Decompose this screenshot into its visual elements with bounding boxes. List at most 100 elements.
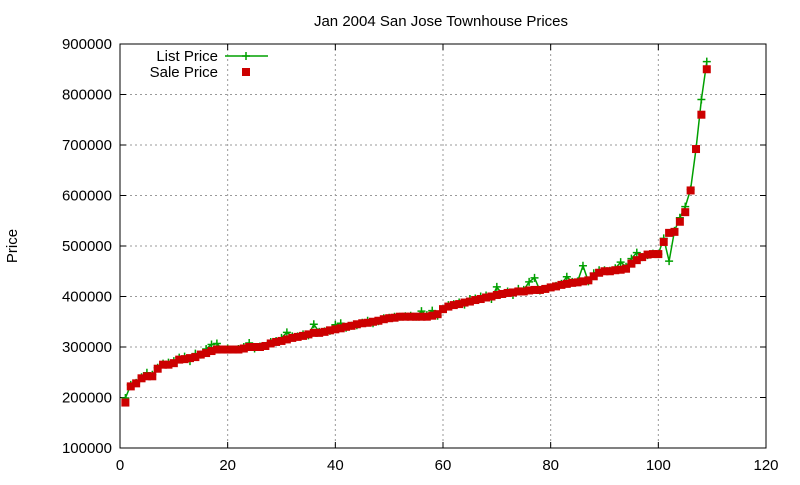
sale-price-point <box>584 276 593 285</box>
x-tick-label: 40 <box>327 457 344 474</box>
sale-price-point <box>530 285 539 294</box>
y-tick-label: 200000 <box>62 390 112 407</box>
sale-price-point <box>395 312 404 321</box>
sale-price-point <box>363 318 372 327</box>
sale-price-point <box>132 379 141 388</box>
legend-label-sale-price: Sale Price <box>150 64 218 81</box>
sale-price-point <box>374 316 383 325</box>
sale-price-point <box>535 285 544 294</box>
sale-price-point <box>692 145 701 154</box>
sale-price-point <box>643 250 652 259</box>
sale-price-point <box>336 324 345 333</box>
x-tick-label: 20 <box>219 457 236 474</box>
sale-price-point <box>121 398 130 407</box>
list-price-point <box>632 248 641 257</box>
sale-price-point <box>196 350 205 359</box>
x-tick-label: 0 <box>116 457 124 474</box>
list-price-point <box>492 282 501 291</box>
sale-price-point <box>541 284 550 293</box>
sale-price-point <box>266 339 275 348</box>
sale-price-point <box>385 314 394 323</box>
sale-price-point <box>223 345 232 354</box>
sale-price-point <box>546 283 555 292</box>
sale-price-point <box>595 268 604 277</box>
sale-price-point <box>309 328 318 337</box>
sale-price-point <box>417 312 426 321</box>
x-tick-label: 60 <box>435 457 452 474</box>
y-tick-label: 800000 <box>62 87 112 104</box>
sale-price-point <box>508 288 517 297</box>
sale-price-point <box>702 65 711 74</box>
sale-price-point <box>562 279 571 288</box>
list-price-point <box>616 258 625 267</box>
y-tick-label: 500000 <box>62 238 112 255</box>
sale-price-point <box>185 354 194 363</box>
sale-price-point <box>250 343 259 351</box>
sale-price-point <box>476 295 485 304</box>
sale-price-point <box>331 325 340 334</box>
sale-price-point <box>164 360 173 369</box>
sale-price-point <box>293 332 302 341</box>
sale-price-point <box>573 278 582 287</box>
sale-price-point <box>471 296 480 305</box>
sale-price-point <box>648 250 657 259</box>
sale-price-point <box>428 311 437 320</box>
sale-price-point <box>315 328 324 337</box>
sale-price-point <box>342 322 351 331</box>
list-price-point <box>282 328 291 337</box>
sale-price-point <box>670 227 679 236</box>
chart-title: Jan 2004 San Jose Townhouse Prices <box>314 13 568 30</box>
sale-price-point <box>277 336 286 345</box>
list-price-point <box>665 257 674 266</box>
sale-price-point <box>153 364 162 373</box>
sale-price-point <box>299 331 308 340</box>
sale-price-point <box>498 289 507 298</box>
sale-price-point <box>460 298 469 307</box>
sale-price-point <box>514 287 523 296</box>
sale-price-point <box>282 335 291 344</box>
sale-price-point <box>675 217 684 226</box>
sale-price-point <box>638 253 647 262</box>
sale-price-point <box>439 305 447 314</box>
sale-price-point <box>568 278 577 287</box>
sale-price-point <box>525 286 534 295</box>
sale-price-point <box>659 237 668 246</box>
sale-price-point <box>605 267 614 276</box>
list-price-point <box>525 277 534 286</box>
y-tick-label: 400000 <box>62 289 112 306</box>
sale-price-point <box>245 343 254 351</box>
list-price-point <box>562 272 571 281</box>
sale-price-point <box>654 250 663 259</box>
sale-price-point <box>632 256 641 265</box>
sale-price-point <box>449 301 458 310</box>
sale-price-point <box>229 345 238 354</box>
sale-price-point <box>212 345 221 354</box>
x-tick-label: 120 <box>753 457 778 474</box>
sale-price-point <box>159 360 168 369</box>
y-tick-label: 100000 <box>62 440 112 457</box>
sale-price-point <box>169 359 178 368</box>
sale-price-point <box>686 186 695 195</box>
sale-price-point <box>379 315 388 324</box>
sale-price-point <box>234 345 243 354</box>
sale-price-point <box>665 228 674 237</box>
sale-price-point <box>444 302 453 311</box>
sale-price-point <box>191 353 200 362</box>
sale-price-point <box>627 259 636 268</box>
y-tick-label: 300000 <box>62 339 112 356</box>
sale-price-point <box>519 287 528 296</box>
sale-price-point <box>487 292 496 301</box>
sale-price-point <box>142 372 151 381</box>
sale-price-point <box>218 345 227 354</box>
y-axis-label: Price <box>4 229 21 263</box>
sale-price-point <box>600 267 609 276</box>
sale-price-point <box>288 333 297 342</box>
list-price-point <box>697 95 706 104</box>
legend-swatch-sale-price <box>242 68 250 76</box>
sale-price-point <box>482 293 491 302</box>
sale-price-point <box>697 110 706 119</box>
list-price-point <box>309 320 318 329</box>
sale-price-point <box>126 382 135 391</box>
